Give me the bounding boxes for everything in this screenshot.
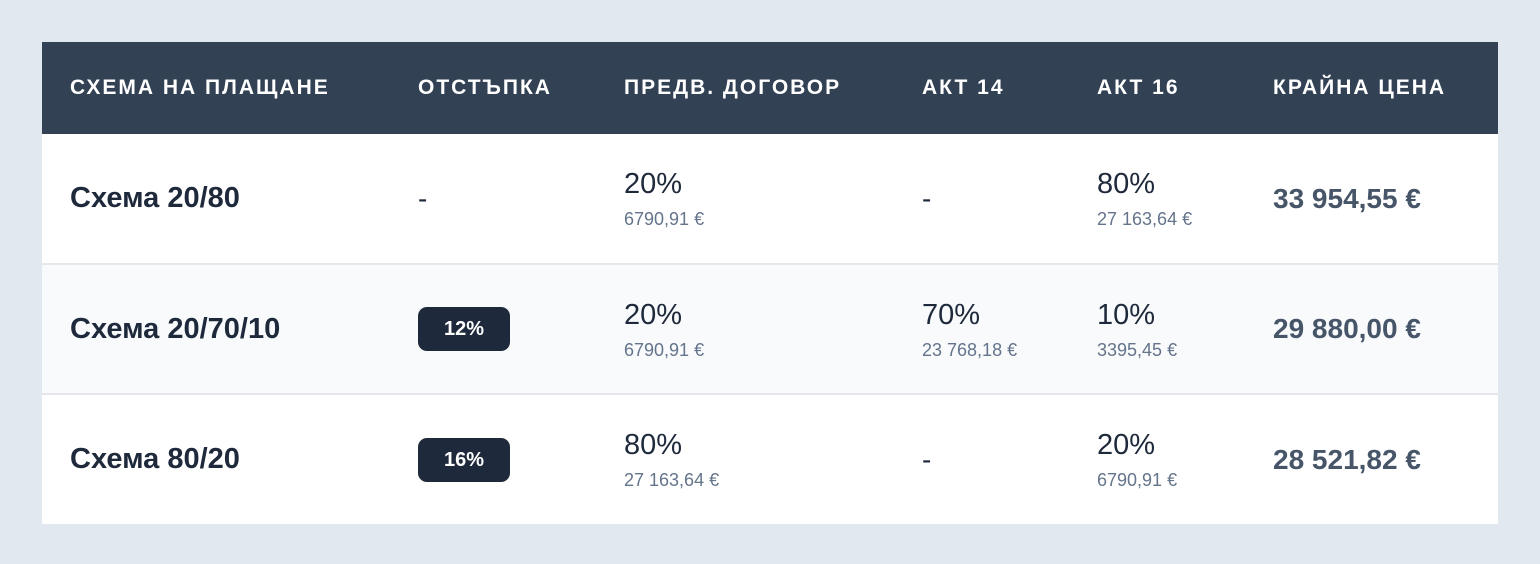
akt16-amount: 27 163,64 € xyxy=(1097,209,1193,229)
discount-empty: - xyxy=(418,182,428,214)
table-row: Схема 20/70/10 12% 20% 6790,91 € 70% 23 768,1… xyxy=(42,264,1498,394)
header-akt-14: АКТ 14 xyxy=(922,76,1005,99)
scheme-name: Схема 80/20 xyxy=(70,443,240,475)
preliminary-percent: 20% xyxy=(624,298,683,331)
cell-scheme: Схема 20/70/10 xyxy=(42,264,390,394)
cell-akt-16: 10% 3395,45 € xyxy=(1069,264,1245,394)
akt16-percent: 20% xyxy=(1097,429,1156,461)
table-header-row: СХЕМА НА ПЛАЩАНЕ ОТСТЪПКА ПРЕДВ. ДОГОВОР… xyxy=(42,42,1498,134)
payment-schemes-table: СХЕМА НА ПЛАЩАНЕ ОТСТЪПКА ПРЕДВ. ДОГОВОР… xyxy=(42,42,1498,524)
discount-badge: 12% xyxy=(418,307,510,351)
preliminary-percent: 80% xyxy=(624,429,683,461)
header-preliminary-contract: ПРЕДВ. ДОГОВОР xyxy=(624,76,842,99)
cell-akt-16: 20% 6790,91 € xyxy=(1069,394,1245,524)
akt16-percent: 10% xyxy=(1097,298,1156,331)
table-row: Схема 20/80 - 20% 6790,91 € - 80% 27 163,64 € 3… xyxy=(42,134,1498,264)
discount-badge: 16% xyxy=(418,437,510,482)
header-scheme: СХЕМА НА ПЛАЩАНЕ xyxy=(70,76,330,99)
cell-preliminary-contract: 20% 6790,91 € xyxy=(596,264,894,394)
preliminary-amount: 6790,91 € xyxy=(624,339,705,360)
preliminary-amount: 6790,91 € xyxy=(624,209,705,229)
header-discount: ОТСТЪПКА xyxy=(418,76,552,99)
akt14-empty: - xyxy=(922,443,932,475)
cell-scheme: Схема 80/20 xyxy=(42,394,390,524)
cell-scheme: Схема 20/80 xyxy=(42,134,390,264)
header-final-price: КРАЙНА ЦЕНА xyxy=(1273,76,1447,99)
scheme-name: Схема 20/70/10 xyxy=(70,312,281,345)
cell-discount: - xyxy=(390,134,596,264)
akt14-amount: 23 768,18 € xyxy=(922,339,1018,360)
akt14-percent: 70% xyxy=(922,298,981,331)
cell-final-price: 33 954,55 € xyxy=(1245,134,1498,264)
final-price: 28 521,82 € xyxy=(1273,443,1421,475)
table-row: Схема 80/20 16% 80% 27 163,64 € - 20% 6790,91 … xyxy=(42,394,1498,524)
cell-akt-14: 70% 23 768,18 € xyxy=(894,264,1069,394)
akt16-amount: 6790,91 € xyxy=(1097,470,1178,490)
cell-akt-16: 80% 27 163,64 € xyxy=(1069,134,1245,264)
cell-final-price: 29 880,00 € xyxy=(1245,264,1498,394)
akt16-amount: 3395,45 € xyxy=(1097,339,1178,360)
cell-akt-14: - xyxy=(894,394,1069,524)
scheme-name: Схема 20/80 xyxy=(70,182,240,214)
cell-preliminary-contract: 80% 27 163,64 € xyxy=(596,394,894,524)
final-price: 29 880,00 € xyxy=(1273,313,1421,344)
akt14-empty: - xyxy=(922,182,932,214)
cell-discount: 16% xyxy=(390,394,596,524)
akt16-percent: 80% xyxy=(1097,168,1156,200)
cell-preliminary-contract: 20% 6790,91 € xyxy=(596,134,894,264)
cell-akt-14: - xyxy=(894,134,1069,264)
preliminary-percent: 20% xyxy=(624,168,683,200)
preliminary-amount: 27 163,64 € xyxy=(624,470,720,490)
header-akt-16: АКТ 16 xyxy=(1097,76,1180,99)
final-price: 33 954,55 € xyxy=(1273,182,1421,214)
cell-final-price: 28 521,82 € xyxy=(1245,394,1498,524)
cell-discount: 12% xyxy=(390,264,596,394)
